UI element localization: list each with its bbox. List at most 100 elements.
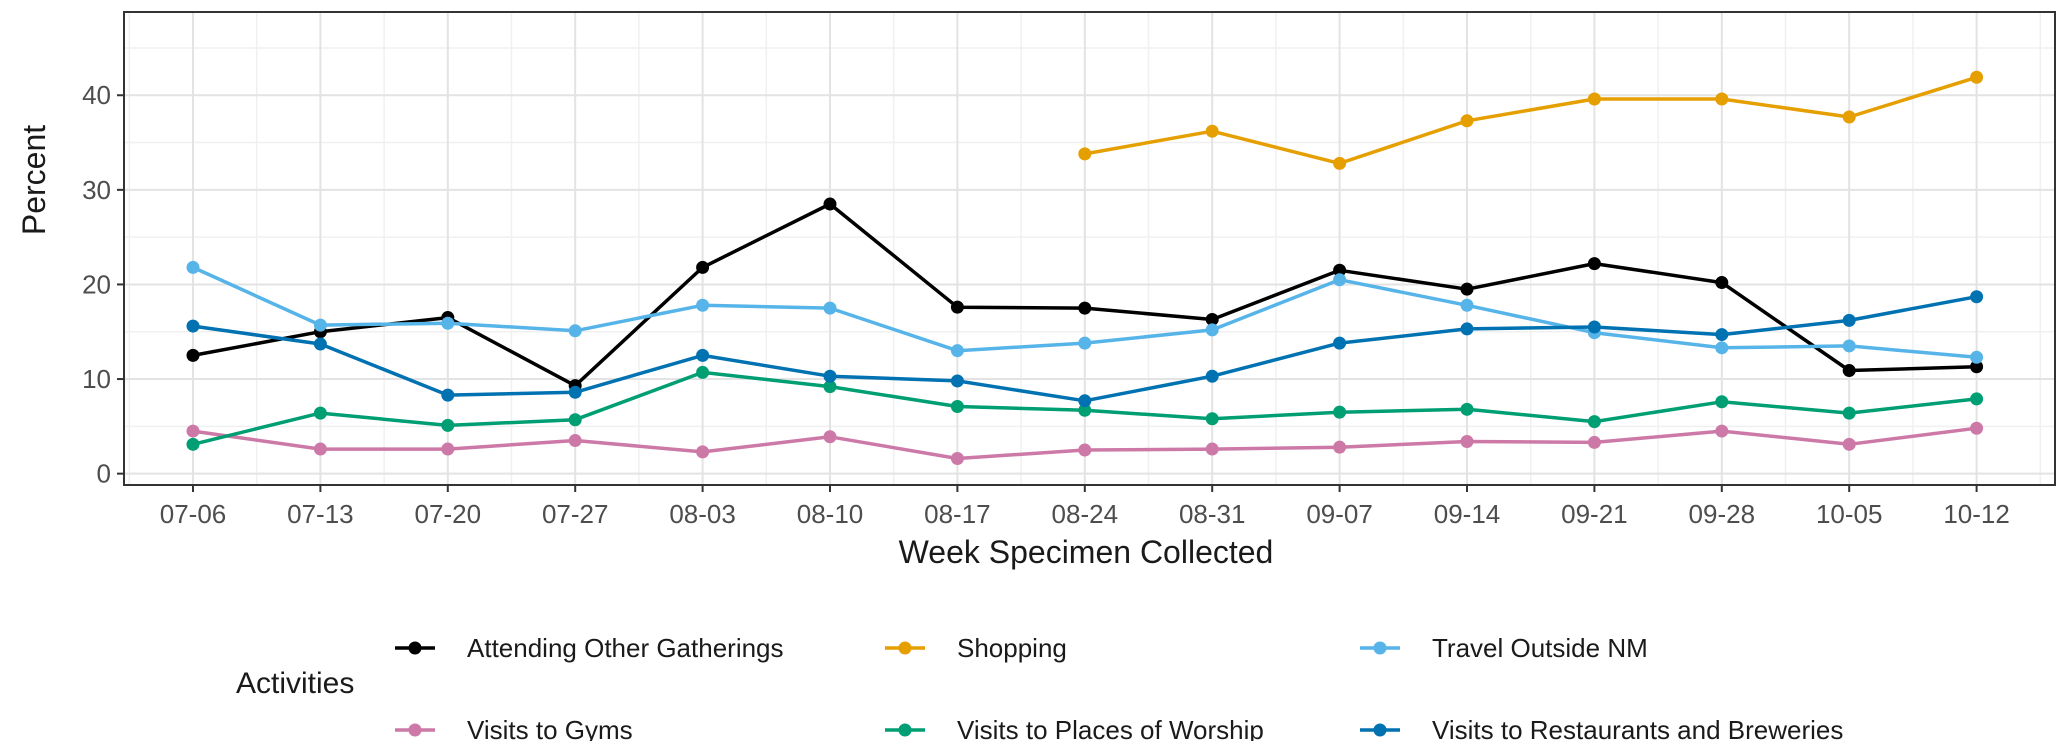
data-point bbox=[1333, 156, 1347, 170]
x-tick-label: 10-05 bbox=[1816, 499, 1883, 529]
y-tick-label: 0 bbox=[97, 459, 111, 489]
series-layer bbox=[186, 70, 1984, 466]
legend-label: Visits to Restaurants and Breweries bbox=[1432, 715, 1843, 741]
x-axis-title: Week Specimen Collected bbox=[899, 534, 1274, 570]
legend-key-point bbox=[408, 641, 422, 655]
data-point bbox=[568, 324, 582, 338]
legend-key-point bbox=[898, 641, 912, 655]
data-point bbox=[186, 260, 200, 274]
data-point bbox=[696, 445, 710, 459]
data-point bbox=[696, 260, 710, 274]
data-point bbox=[313, 337, 327, 351]
data-point bbox=[1715, 341, 1729, 355]
legend-key-point bbox=[1373, 723, 1387, 737]
data-point bbox=[823, 369, 837, 383]
data-point bbox=[1970, 421, 1984, 435]
legend-key-point bbox=[1373, 641, 1387, 655]
data-point bbox=[1842, 110, 1856, 124]
data-point bbox=[1205, 412, 1219, 426]
data-point bbox=[1842, 364, 1856, 378]
data-point bbox=[568, 385, 582, 399]
legend-item: Visits to Restaurants and Breweries bbox=[1360, 715, 1843, 745]
data-point bbox=[441, 442, 455, 456]
data-point bbox=[1970, 350, 1984, 364]
legend-label: Shopping bbox=[957, 633, 1067, 663]
data-point bbox=[313, 318, 327, 332]
data-point bbox=[1078, 301, 1092, 315]
y-tick-label: 10 bbox=[82, 364, 111, 394]
data-point bbox=[1205, 323, 1219, 337]
legend-key-point bbox=[408, 723, 422, 737]
data-point bbox=[950, 452, 964, 466]
legend-item: Visits to Gyms bbox=[395, 715, 633, 745]
x-tick-label: 09-14 bbox=[1434, 499, 1501, 529]
data-point bbox=[823, 430, 837, 444]
legend-item: Visits to Places of Worship bbox=[885, 715, 1264, 745]
data-point bbox=[1460, 282, 1474, 296]
data-point bbox=[1333, 263, 1347, 277]
data-point bbox=[186, 437, 200, 451]
data-point bbox=[950, 374, 964, 388]
plot-border bbox=[123, 11, 2056, 486]
data-point bbox=[950, 399, 964, 413]
x-tick-label: 07-13 bbox=[287, 499, 354, 529]
data-point bbox=[1715, 424, 1729, 438]
data-point bbox=[823, 301, 837, 315]
data-point bbox=[1333, 273, 1347, 287]
data-point bbox=[1587, 415, 1601, 429]
data-point bbox=[950, 344, 964, 358]
data-point bbox=[186, 424, 200, 438]
legend-label: Visits to Gyms bbox=[467, 715, 633, 741]
legend: Activities Attending Other Gatherings Sho… bbox=[236, 633, 1843, 745]
data-point bbox=[1842, 437, 1856, 451]
legend-key-point bbox=[898, 723, 912, 737]
legend-title: Activities bbox=[236, 667, 354, 700]
data-point bbox=[1970, 360, 1984, 374]
data-point bbox=[1587, 257, 1601, 271]
data-point bbox=[696, 298, 710, 312]
series-3 bbox=[186, 421, 1984, 466]
x-tick-label: 09-07 bbox=[1306, 499, 1373, 529]
data-point bbox=[1460, 298, 1474, 312]
data-point bbox=[1205, 369, 1219, 383]
x-tick-label: 07-20 bbox=[415, 499, 482, 529]
data-point bbox=[1970, 290, 1984, 304]
data-point bbox=[1715, 328, 1729, 342]
x-tick-label: 07-27 bbox=[542, 499, 609, 529]
data-point bbox=[1205, 312, 1219, 326]
data-point bbox=[441, 418, 455, 432]
data-point bbox=[1333, 440, 1347, 454]
data-point bbox=[1078, 336, 1092, 350]
data-point bbox=[1460, 322, 1474, 336]
data-point bbox=[950, 300, 964, 314]
data-point bbox=[441, 316, 455, 330]
data-point bbox=[1587, 320, 1601, 334]
data-point bbox=[696, 348, 710, 362]
data-point bbox=[1970, 70, 1984, 84]
x-tick-label: 09-21 bbox=[1561, 499, 1628, 529]
legend-item: Attending Other Gatherings bbox=[395, 633, 784, 663]
data-point bbox=[1078, 443, 1092, 457]
data-point bbox=[441, 388, 455, 402]
data-point bbox=[1842, 313, 1856, 327]
legend-label: Travel Outside NM bbox=[1432, 633, 1648, 663]
data-point bbox=[1205, 442, 1219, 456]
data-point bbox=[1970, 392, 1984, 406]
data-point bbox=[313, 442, 327, 456]
data-point bbox=[1205, 124, 1219, 138]
data-point bbox=[568, 434, 582, 448]
data-point bbox=[186, 348, 200, 362]
data-point bbox=[1587, 92, 1601, 106]
x-tick-label: 09-28 bbox=[1689, 499, 1756, 529]
data-point bbox=[1587, 435, 1601, 449]
data-point bbox=[1460, 434, 1474, 448]
data-point bbox=[1460, 402, 1474, 416]
x-tick-label: 08-10 bbox=[797, 499, 864, 529]
x-tick-label: 07-06 bbox=[160, 499, 227, 529]
data-point bbox=[1078, 147, 1092, 161]
data-point bbox=[696, 365, 710, 379]
x-tick-label: 08-17 bbox=[924, 499, 991, 529]
data-point bbox=[1715, 276, 1729, 290]
